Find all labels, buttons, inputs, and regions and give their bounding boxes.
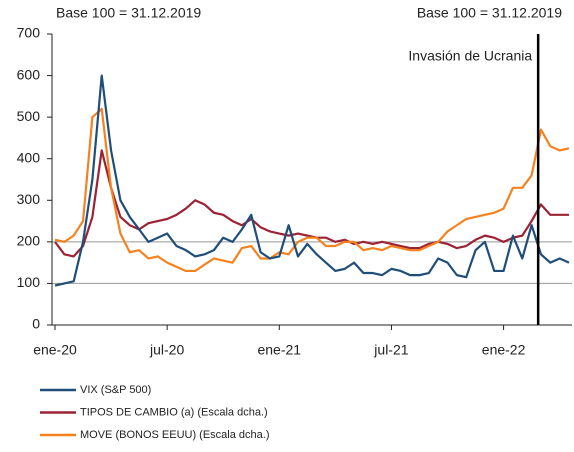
y-tick-label: 600 — [17, 66, 41, 82]
y-tick-label: 700 — [17, 25, 41, 41]
legend-label: VIX (S&P 500) — [80, 384, 151, 396]
y-tick-label: 300 — [17, 191, 41, 207]
x-tick-label: ene-22 — [482, 342, 526, 358]
legend-label: MOVE (BONOS EEUU) (Escala dcha.) — [80, 429, 270, 441]
y-tick-label: 0 — [32, 316, 40, 332]
y-tick-label: 100 — [17, 274, 41, 290]
x-tick-label: ene-21 — [257, 342, 301, 358]
y-tick-label: 500 — [17, 108, 41, 124]
subtitle-right: Base 100 = 31.12.2019 — [417, 5, 562, 21]
x-tick-label: ene-20 — [33, 342, 77, 358]
legend-label: TIPOS DE CAMBIO (a) (Escala dcha.) — [80, 406, 268, 418]
y-tick-label: 200 — [17, 233, 41, 249]
series-line — [54, 149, 569, 258]
x-tick-label: jul-21 — [373, 342, 408, 358]
y-tick-label: 400 — [17, 149, 41, 165]
x-tick-label: jul-20 — [149, 342, 184, 358]
event-label: Invasión de Ucrania — [408, 48, 532, 64]
subtitle-left: Base 100 = 31.12.2019 — [56, 5, 201, 21]
series-line — [54, 107, 570, 273]
series-line — [54, 74, 570, 287]
